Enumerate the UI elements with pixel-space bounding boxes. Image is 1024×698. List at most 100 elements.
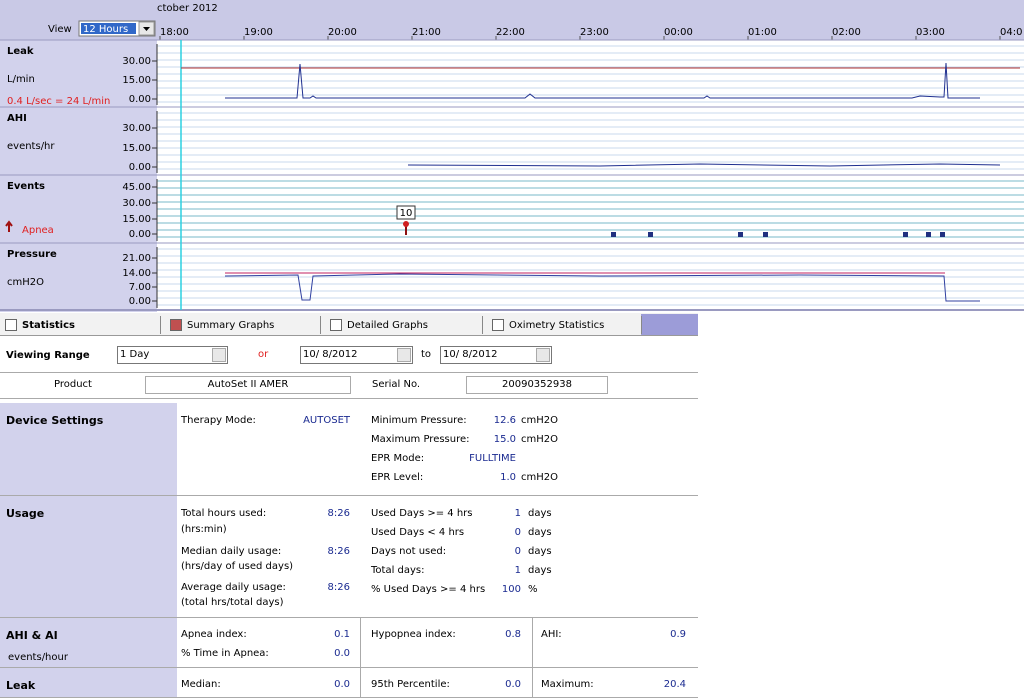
section-subtitle: events/hour	[8, 651, 68, 665]
y-tick-label: 30.00	[122, 198, 151, 209]
panel-title: AHI	[7, 113, 27, 124]
field-text: 20090352938	[466, 378, 608, 392]
tab[interactable]: Detailed Graphs	[347, 319, 428, 333]
y-tick-label: 14.00	[122, 268, 151, 279]
section-title: AHI & AI	[6, 629, 58, 643]
select-value: 10/ 8/2012	[303, 348, 357, 362]
tab-divider	[160, 316, 161, 334]
setting-unit: cmH2O	[521, 471, 558, 485]
index-label: Hypopnea index:	[371, 628, 456, 642]
time-label: 03:00	[916, 27, 945, 38]
date-label: ctober 2012	[157, 3, 218, 14]
setting-value: AUTOSET	[303, 414, 350, 428]
usage-sublabel: (total hrs/total days)	[181, 596, 284, 610]
usage-value: 8:26	[328, 581, 350, 595]
panel-unit: events/hr	[7, 141, 55, 152]
or-label: or	[258, 348, 268, 362]
time-label: 22:00	[496, 27, 525, 38]
tab[interactable]: Summary Graphs	[187, 319, 274, 333]
usage-label: % Used Days >= 4 hrs	[371, 583, 485, 597]
product-label: Product	[54, 378, 92, 392]
select-button[interactable]	[212, 348, 226, 362]
index-value: 0.0	[334, 647, 350, 661]
usage-label: Days not used:	[371, 545, 446, 559]
index-label: AHI:	[541, 628, 562, 642]
setting-unit: cmH2O	[521, 433, 558, 447]
tab[interactable]: Statistics	[22, 319, 75, 333]
tab-icon	[492, 319, 504, 331]
time-label: 01:00	[748, 27, 777, 38]
tab-icon	[170, 319, 182, 331]
event-marker	[940, 232, 945, 237]
cell-divider	[532, 618, 533, 697]
leak-value: 0.0	[334, 678, 350, 692]
event-marker	[903, 232, 908, 237]
y-tick-label: 15.00	[122, 143, 151, 154]
time-label: 00:00	[664, 27, 693, 38]
time-label: 18:00	[160, 27, 189, 38]
usage-label: Total days:	[371, 564, 425, 578]
usage-unit: days	[528, 545, 552, 559]
leak-label: Maximum:	[541, 678, 594, 692]
index-label: Apnea index:	[181, 628, 247, 642]
section-title: Usage	[6, 507, 44, 521]
tab-icon	[5, 319, 17, 331]
graph-area: ctober 2012View12 Hours18:0019:0020:0021…	[0, 0, 1024, 312]
usage-unit: days	[528, 526, 552, 540]
time-label: 23:00	[580, 27, 609, 38]
tab-divider	[641, 316, 642, 334]
y-tick-label: 30.00	[122, 123, 151, 134]
range-label: Viewing Range	[6, 349, 90, 363]
leak-note: 0.4 L/sec = 24 L/min	[7, 96, 110, 107]
row-border	[0, 372, 698, 373]
select-button[interactable]	[536, 348, 550, 362]
usage-value: 8:26	[328, 507, 350, 521]
setting-label: Therapy Mode:	[181, 414, 256, 428]
select-value: 1 Day	[120, 348, 149, 362]
usage-label: Average daily usage:	[181, 581, 286, 595]
y-tick-label: 30.00	[122, 56, 151, 67]
leak-value: 20.4	[664, 678, 686, 692]
y-tick-label: 0.00	[129, 162, 151, 173]
usage-value: 100	[502, 583, 521, 597]
usage-unit: days	[528, 564, 552, 578]
event-marker	[611, 232, 616, 237]
usage-label: Total hours used:	[181, 507, 266, 521]
panel-unit: cmH2O	[7, 277, 44, 288]
leak-value: 0.0	[505, 678, 521, 692]
panel-title: Leak	[7, 46, 34, 57]
field-text: AutoSet II AMER	[145, 378, 351, 392]
event-label: 10	[400, 208, 413, 219]
event-marker	[648, 232, 653, 237]
y-tick-label: 0.00	[129, 296, 151, 307]
select-button[interactable]	[397, 348, 411, 362]
usage-sublabel: (hrs/day of used days)	[181, 560, 293, 574]
cell-divider	[360, 618, 361, 697]
usage-sublabel: (hrs:min)	[181, 523, 227, 537]
y-tick-label: 15.00	[122, 214, 151, 225]
apnea-legend: Apnea	[22, 225, 54, 236]
tab-filler	[641, 314, 698, 335]
section-title: Leak	[6, 679, 35, 693]
setting-label: EPR Mode:	[371, 452, 424, 466]
event-marker	[738, 232, 743, 237]
view-label: View	[48, 24, 72, 35]
panel-title: Events	[7, 181, 45, 192]
tab-divider	[320, 316, 321, 334]
y-tick-label: 0.00	[129, 94, 151, 105]
y-tick-label: 0.00	[129, 229, 151, 240]
tab[interactable]: Oximetry Statistics	[509, 319, 604, 333]
time-label: 21:00	[412, 27, 441, 38]
setting-label: EPR Level:	[371, 471, 423, 485]
y-tick-label: 45.00	[122, 182, 151, 193]
event-marker	[763, 232, 768, 237]
index-value: 0.8	[505, 628, 521, 642]
index-value: 0.1	[334, 628, 350, 642]
apnea-marker	[403, 221, 409, 227]
to-label: to	[421, 348, 431, 362]
panel-title: Pressure	[7, 249, 57, 260]
usage-unit: %	[528, 583, 538, 597]
time-label: 04:0	[1000, 27, 1022, 38]
usage-value: 1	[515, 507, 521, 521]
time-label: 20:00	[328, 27, 357, 38]
